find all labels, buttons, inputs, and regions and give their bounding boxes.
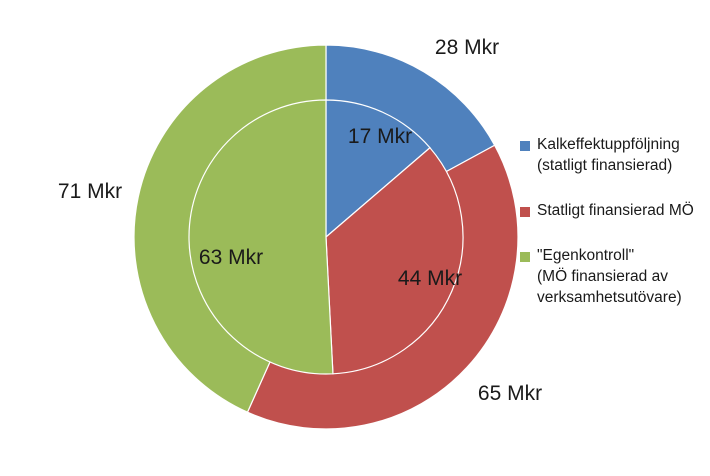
- inner-slice-kalkeffektuppfoljning: [325, 99, 431, 239]
- legend-line: (MÖ finansierad av: [537, 268, 668, 285]
- outer-label-kalkeffektuppfoljning: 28 Mkr: [435, 36, 499, 59]
- legend-label: "Egenkontroll" (MÖ finansierad av verksa…: [537, 245, 682, 308]
- legend-line: Kalkeffektuppföljning: [537, 136, 680, 153]
- inner-label-kalkeffektuppfoljning: 17 Mkr: [348, 125, 412, 148]
- outer-label-statligt-finansierad: 65 Mkr: [478, 382, 542, 405]
- inner-label-statligt-finansierad: 44 Mkr: [398, 267, 462, 290]
- inner-slice-statligt-finansierad: [325, 146, 464, 375]
- legend-swatch-green: [520, 252, 530, 262]
- outer-label-egenkontroll: 71 Mkr: [58, 180, 122, 203]
- legend-item-egenkontroll: "Egenkontroll" (MÖ finansierad av verksa…: [520, 245, 705, 308]
- legend-line: "Egenkontroll": [537, 247, 635, 264]
- legend-swatch-blue: [520, 141, 530, 151]
- legend-item-statligt-finansierad: Statligt finansierad MÖ: [520, 200, 705, 221]
- inner-ring: [188, 99, 464, 375]
- legend-line: Statligt finansierad MÖ: [537, 202, 694, 219]
- legend-label: Statligt finansierad MÖ: [537, 200, 694, 221]
- slice-labels: 28 Mkr 65 Mkr 71 Mkr 17 Mkr 44 Mkr 63 Mkr: [58, 36, 542, 405]
- legend-label: Kalkeffektuppföljning (statligt finansie…: [537, 134, 680, 176]
- legend: Kalkeffektuppföljning (statligt finansie…: [520, 134, 705, 332]
- legend-swatch-red: [520, 207, 530, 217]
- legend-line: (statligt finansierad): [537, 157, 673, 174]
- legend-item-kalkeffektuppfoljning: Kalkeffektuppföljning (statligt finansie…: [520, 134, 705, 176]
- legend-line: verksamhetsutövare): [537, 289, 682, 306]
- inner-label-egenkontroll: 63 Mkr: [199, 246, 263, 269]
- inner-slice-egenkontroll: [188, 99, 334, 375]
